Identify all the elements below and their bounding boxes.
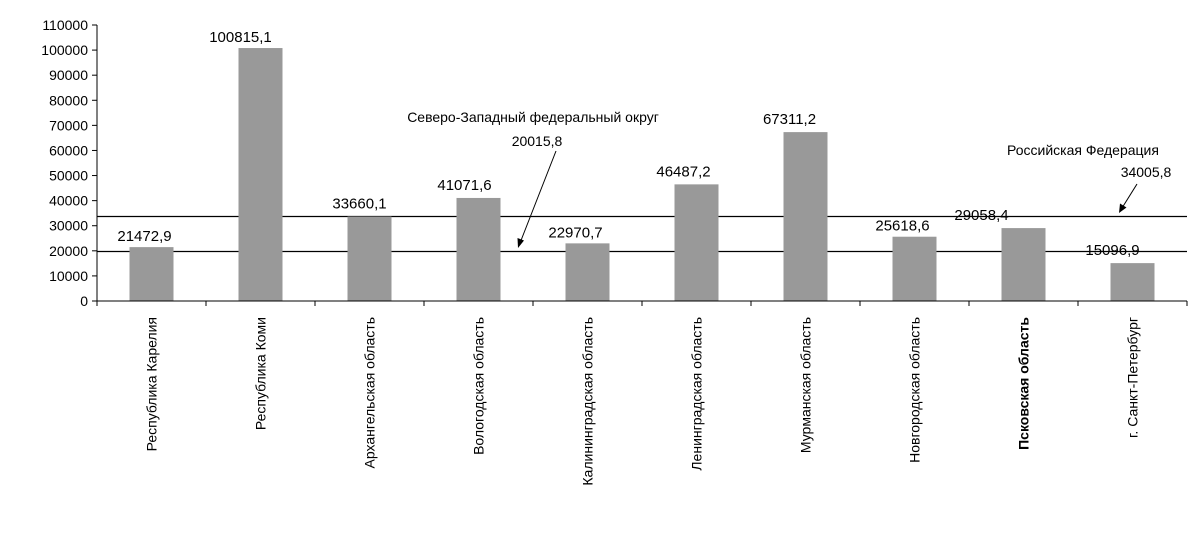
data-label-3: 33660,1 [332,196,386,213]
bar-8 [892,236,937,301]
y-tick-label: 70000 [49,117,88,133]
y-tick-label: 60000 [49,142,88,158]
y-tick-label: 40000 [49,193,88,209]
x-tick-label: Калининградская область [580,317,596,486]
annotations: Северо-Западный федеральный округ 20015,8… [407,109,1172,248]
x-tick-label: Республика Карелия [144,317,160,451]
data-labels: 21472,9 100815,1 33660,1 41071,6 22970,7 4648… [117,29,1139,259]
y-tick-label: 10000 [49,268,88,284]
data-label-10: 15096,9 [1085,242,1139,259]
x-tick-label: г. Санкт-Петербург [1125,317,1141,438]
bar-7 [783,132,828,301]
y-tick-label: 90000 [49,67,88,83]
bar-1 [129,247,174,301]
annotation-arrowhead-2 [1119,203,1127,213]
x-tick-label: Новгородская область [907,317,923,463]
annotation-arrow-1 [519,150,557,244]
x-tick-label: Мурманская область [798,317,814,453]
y-tick-label: 80000 [49,92,88,108]
bar-4 [456,197,501,301]
x-tick-label: Архангельская область [362,317,378,468]
data-label-8: 25618,6 [875,218,929,235]
bar-2 [238,48,283,302]
y-tick-label: 100000 [41,42,88,58]
y-tick-label: 50000 [49,168,88,184]
annotation-label-2: Российская Федерация [1007,142,1159,158]
annotation-label-1: Северо-Западный федеральный округ [407,109,659,125]
bars [129,48,1155,302]
x-tick-label: Республика Коми [253,317,269,430]
data-label-5: 22970,7 [548,224,602,241]
data-label-4: 41071,6 [437,177,491,194]
y-tick-label: 110000 [42,17,88,33]
data-label-7: 67311,2 [763,111,816,128]
y-axis: 0 10000 20000 30000 40000 50000 60000 70000 8000… [41,17,98,309]
x-tick-label: Псковская область [1016,317,1032,450]
annotation-value-2: 34005,8 [1121,164,1172,180]
bar-6 [674,184,719,301]
x-tick-label: Ленинградская область [689,317,705,471]
annotation-value-1: 20015,8 [512,133,563,149]
annotation-arrow-2 [1121,183,1138,209]
bar-5 [565,243,610,301]
bar-10 [1110,263,1155,301]
data-label-9: 29058,4 [954,207,1008,224]
x-tick-label: Вологодская область [471,317,487,455]
annotation-arrowhead-1 [517,238,524,248]
data-label-2: 100815,1 [209,29,272,46]
data-label-6: 46487,2 [656,163,710,180]
bar-9 [1001,228,1046,301]
data-label-1: 21472,9 [117,228,171,245]
x-axis: Республика Карелия Республика Коми Арханге… [96,300,1188,486]
y-tick-label: 20000 [49,243,88,259]
y-tick-label: 30000 [49,218,88,234]
y-tick-label: 0 [80,293,88,309]
bar-3 [347,216,392,301]
